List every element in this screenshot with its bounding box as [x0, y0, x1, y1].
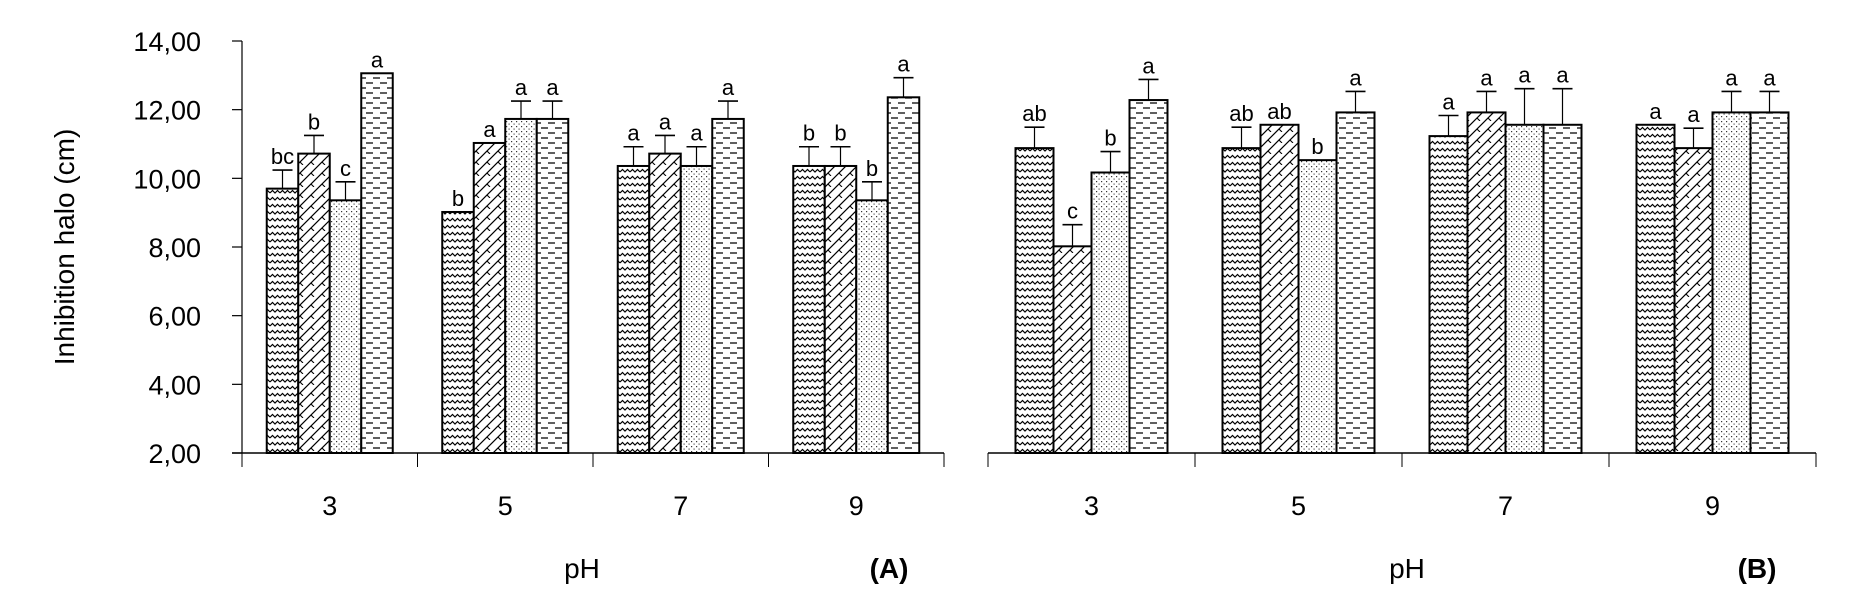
- significance-letter: a: [371, 47, 384, 72]
- y-tick-label: 14,00: [133, 27, 201, 57]
- significance-letter: a: [1687, 102, 1700, 127]
- significance-letter: bc: [271, 144, 294, 169]
- bar: [328, 199, 363, 454]
- bar: [711, 117, 745, 454]
- y-tick-label: 10,00: [133, 164, 201, 194]
- bar: [472, 141, 507, 454]
- bar: [1673, 147, 1714, 454]
- x-axis-title: pH: [564, 553, 600, 584]
- significance-letter: ab: [1022, 101, 1046, 126]
- bar: [1014, 147, 1055, 454]
- bar: [1428, 135, 1469, 454]
- significance-letter: b: [803, 121, 815, 146]
- bar: [265, 187, 300, 454]
- significance-letter: a: [1725, 65, 1738, 90]
- significance-letter: a: [690, 121, 703, 146]
- bar: [616, 164, 651, 454]
- bar: [648, 152, 682, 454]
- significance-letter: b: [452, 186, 464, 211]
- significance-letter: b: [1311, 134, 1323, 159]
- bar: [535, 117, 570, 454]
- bar: [360, 72, 394, 454]
- significance-letter: a: [1442, 90, 1455, 115]
- bar: [1221, 147, 1262, 454]
- bar: [1466, 111, 1507, 454]
- y-tick-label: 12,00: [133, 96, 201, 126]
- significance-letter: b: [834, 121, 846, 146]
- significance-letter: a: [659, 109, 672, 134]
- bar: [441, 210, 475, 454]
- significance-letter: a: [1763, 65, 1776, 90]
- x-tick-label: 3: [322, 491, 337, 521]
- significance-letter: a: [1649, 99, 1662, 124]
- significance-letter: ab: [1267, 99, 1291, 124]
- significance-letter: c: [1067, 199, 1078, 224]
- x-axis-title: pH: [1389, 553, 1425, 584]
- bar: [1749, 111, 1790, 454]
- panel-label: (A): [870, 553, 909, 584]
- x-tick-label: 9: [1705, 491, 1720, 521]
- significance-letter: a: [1349, 65, 1362, 90]
- x-tick-label: 5: [1291, 491, 1306, 521]
- bar: [1297, 159, 1338, 455]
- significance-letter: b: [866, 156, 878, 181]
- y-tick-label: 2,00: [148, 439, 201, 469]
- bar: [1711, 111, 1752, 454]
- bar: [679, 164, 714, 454]
- significance-letter: a: [483, 117, 496, 142]
- panel-label: (B): [1738, 553, 1777, 584]
- bar: [1635, 123, 1676, 454]
- significance-letter: a: [1518, 63, 1531, 88]
- x-tick-label: 7: [673, 491, 688, 521]
- bar: [792, 164, 826, 454]
- y-tick-label: 8,00: [148, 233, 201, 263]
- x-tick-label: 7: [1498, 491, 1513, 521]
- significance-letter: b: [308, 109, 320, 134]
- significance-letter: a: [722, 75, 735, 100]
- bar: [1504, 123, 1545, 454]
- significance-letter: a: [515, 75, 528, 100]
- bar: [886, 96, 921, 454]
- bar: [297, 152, 331, 454]
- bar: [823, 164, 858, 454]
- significance-letter: a: [1142, 53, 1155, 78]
- significance-letter: a: [897, 52, 910, 77]
- significance-letter: a: [546, 75, 559, 100]
- x-tick-label: 9: [849, 491, 864, 521]
- significance-letter: a: [1480, 65, 1493, 90]
- bar: [1052, 245, 1093, 454]
- y-tick-label: 6,00: [148, 302, 201, 332]
- bar: [855, 199, 889, 454]
- y-tick-label: 4,00: [148, 370, 201, 400]
- bar: [1335, 111, 1376, 454]
- significance-letter: c: [340, 156, 351, 181]
- bar: [1542, 123, 1583, 454]
- significance-letter: a: [627, 121, 640, 146]
- x-tick-label: 5: [498, 491, 513, 521]
- x-tick-label: 3: [1084, 491, 1099, 521]
- bar: [1090, 171, 1131, 454]
- significance-letter: b: [1104, 126, 1116, 151]
- significance-letter: a: [1556, 63, 1569, 88]
- bar: [1259, 123, 1300, 454]
- y-axis-title: Inhibition halo (cm): [49, 129, 80, 366]
- bar: [504, 117, 538, 454]
- significance-letter: ab: [1229, 101, 1253, 126]
- bar: [1128, 99, 1169, 454]
